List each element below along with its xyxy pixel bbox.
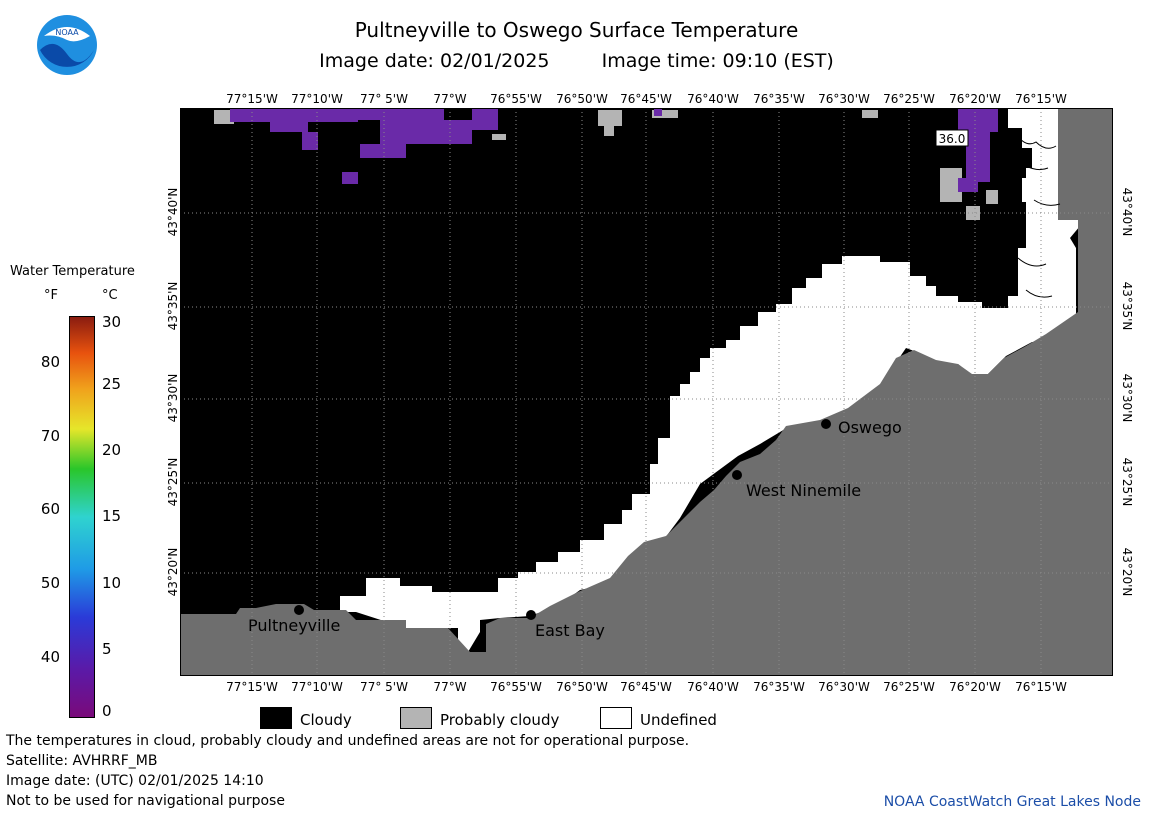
east-bay-label: East Bay — [535, 621, 605, 640]
lon-label-top: 76°55'W — [490, 92, 542, 106]
pultneyville-label: Pultneyville — [248, 616, 340, 635]
footer-navigation-warning: Not to be used for navigational purpose — [6, 793, 285, 809]
colorbar-f-tick: 60 — [40, 500, 60, 518]
colorbar — [69, 316, 95, 718]
lon-label-bottom: 76°55'W — [490, 680, 542, 694]
legend-undefined-swatch — [600, 707, 632, 729]
temperature-map: 36.0 Pultneyville East Bay West Ninemile… — [180, 108, 1113, 676]
lat-label-left: 43°20'N — [166, 547, 180, 597]
colorbar-title: Water Temperature — [10, 264, 135, 279]
colorbar-c-tick: 15 — [102, 507, 122, 525]
lat-label-right: 43°30'N — [1120, 373, 1134, 423]
map-title: Pultneyville to Oswego Surface Temperatu… — [354, 18, 799, 42]
temp-annotation-box — [935, 129, 969, 147]
lat-label-right: 43°20'N — [1120, 547, 1134, 597]
lon-label-top: 76°25'W — [883, 92, 935, 106]
lon-label-bottom: 76°45'W — [620, 680, 672, 694]
footer-satellite: Satellite: AVHRRF_MB — [6, 753, 158, 769]
land-area — [180, 108, 1113, 676]
lon-label-top: 76°30'W — [818, 92, 870, 106]
lon-label-bottom: 76°30'W — [818, 680, 870, 694]
cold-water-pixels — [230, 108, 998, 192]
lat-label-right: 43°35'N — [1120, 281, 1134, 331]
oswego-label: Oswego — [838, 418, 902, 437]
oswego-marker — [821, 419, 831, 429]
west-ninemile-marker — [732, 470, 742, 480]
lat-label-left: 43°25'N — [166, 457, 180, 507]
lon-label-top: 76°50'W — [556, 92, 608, 106]
colorbar-c-tick: 25 — [102, 375, 122, 393]
lon-label-bottom: 77°15'W — [226, 680, 278, 694]
lon-label-top: 76°45'W — [620, 92, 672, 106]
lon-label-bottom: 77°10'W — [291, 680, 343, 694]
lon-label-top: 77°W — [433, 92, 467, 106]
map-subtitle: Image date: 02/01/2025 Image time: 09:10… — [0, 50, 1153, 72]
colorbar-c-tick: 5 — [102, 640, 112, 658]
colorbar-f-tick: 80 — [40, 353, 60, 371]
lon-label-bottom: 77°W — [433, 680, 467, 694]
footer-image-date-utc: Image date: (UTC) 02/01/2025 14:10 — [6, 773, 264, 789]
colorbar-unit-c: °C — [102, 288, 118, 303]
shoreline-lines — [1015, 133, 1061, 298]
noaa-logo: NOAA — [36, 14, 98, 76]
colorbar-c-tick: 20 — [102, 441, 122, 459]
lon-label-bottom: 76°40'W — [687, 680, 739, 694]
lon-label-top: 77°15'W — [226, 92, 278, 106]
legend-probably-cloudy-label: Probably cloudy — [440, 711, 560, 729]
graticule — [180, 108, 1113, 676]
temp-annotation: 36.0 — [939, 132, 966, 146]
lon-label-bottom: 76°20'W — [949, 680, 1001, 694]
colorbar-f-tick: 40 — [40, 648, 60, 666]
west-ninemile-label: West Ninemile — [746, 481, 861, 500]
image-time-label: Image time: 09:10 (EST) — [601, 50, 834, 72]
lon-label-top: 77°10'W — [291, 92, 343, 106]
lat-label-right: 43°40'N — [1120, 187, 1134, 237]
colorbar-c-tick: 10 — [102, 574, 122, 592]
footer-disclaimer: The temperatures in cloud, probably clou… — [6, 733, 690, 749]
lon-label-bottom: 76°15'W — [1015, 680, 1067, 694]
lon-label-top: 76°40'W — [687, 92, 739, 106]
lon-label-bottom: 76°25'W — [883, 680, 935, 694]
lat-label-left: 43°40'N — [166, 187, 180, 237]
east-bay-marker — [526, 610, 536, 620]
colorbar-f-tick: 50 — [40, 574, 60, 592]
place-markers: Pultneyville East Bay West Ninemile Oswe… — [248, 418, 902, 640]
lon-label-bottom: 76°35'W — [753, 680, 805, 694]
colorbar-c-tick: 30 — [102, 313, 122, 331]
colorbar-c-tick: 0 — [102, 702, 112, 720]
legend-cloudy-swatch — [260, 707, 292, 729]
logo-text: NOAA — [55, 28, 79, 37]
lon-label-top: 76°35'W — [753, 92, 805, 106]
lat-label-right: 43°25'N — [1120, 457, 1134, 507]
lon-label-top: 76°20'W — [949, 92, 1001, 106]
undefined-area — [340, 108, 1096, 652]
pultneyville-marker — [294, 605, 304, 615]
lon-label-bottom: 76°50'W — [556, 680, 608, 694]
lon-label-top: 77° 5'W — [360, 92, 408, 106]
lat-label-left: 43°30'N — [166, 373, 180, 423]
legend-cloudy-label: Cloudy — [300, 711, 352, 729]
lon-label-bottom: 77° 5'W — [360, 680, 408, 694]
legend-undefined-label: Undefined — [640, 711, 717, 729]
lon-label-top: 76°15'W — [1015, 92, 1067, 106]
colorbar-f-tick: 70 — [40, 427, 60, 445]
probably-cloudy-patches — [214, 110, 998, 220]
footer-credit: NOAA CoastWatch Great Lakes Node — [883, 794, 1141, 810]
image-date-label: Image date: 02/01/2025 — [319, 50, 550, 72]
legend-probably-cloudy-swatch — [400, 707, 432, 729]
lat-label-left: 43°35'N — [166, 281, 180, 331]
colorbar-unit-f: °F — [44, 288, 58, 303]
